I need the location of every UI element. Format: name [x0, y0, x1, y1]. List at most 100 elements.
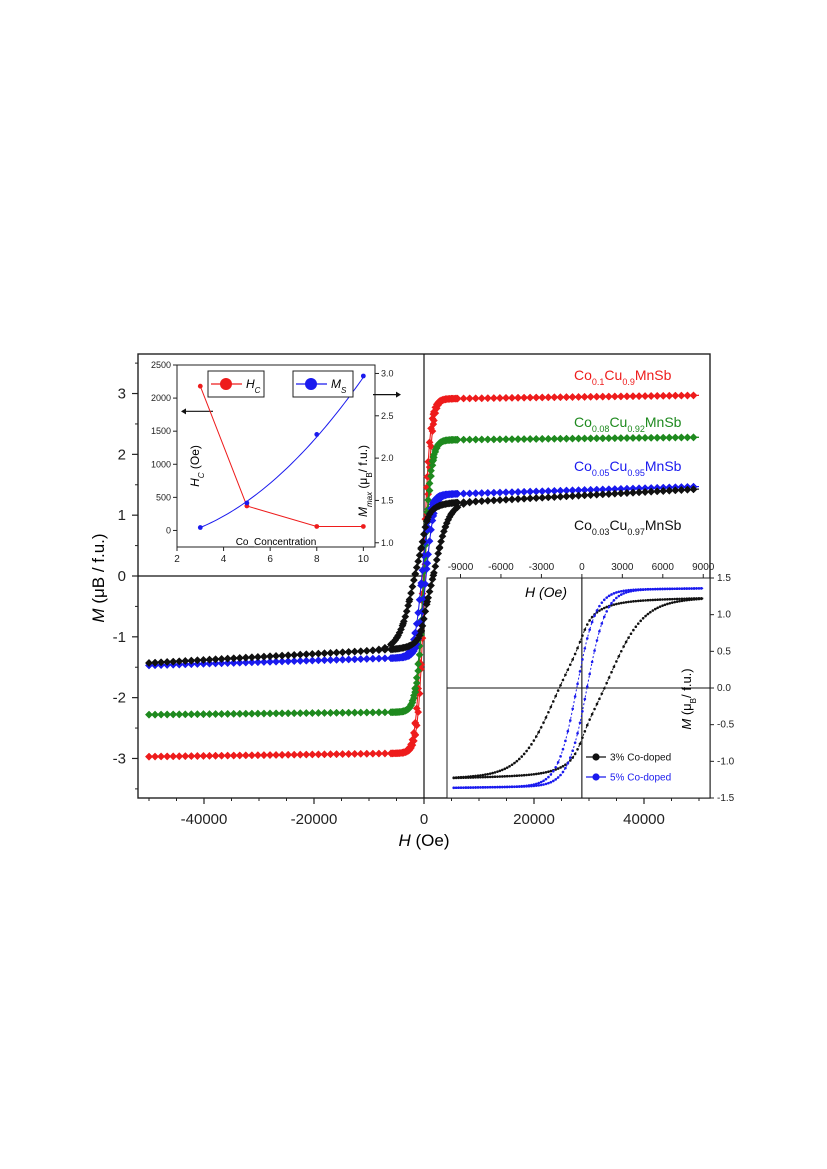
- inset-bottom-point: [491, 771, 494, 775]
- inset-bottom-point: [537, 784, 541, 787]
- data-point: [332, 648, 341, 657]
- inset-bottom-point: [629, 632, 633, 636]
- inset-top-left-tick-label: 1500: [151, 426, 171, 436]
- inset-bottom-point: [568, 756, 572, 759]
- data-point: [229, 659, 238, 667]
- inset-bottom-point: [564, 739, 567, 743]
- data-point: [508, 495, 516, 504]
- inset-bottom-point: [576, 682, 579, 686]
- inset-bottom-point: [619, 601, 623, 605]
- inset-bottom-series-3% Co-doped: [452, 596, 704, 780]
- inset-bottom-point: [598, 630, 601, 633]
- data-point: [375, 654, 383, 663]
- data-point: [629, 392, 637, 401]
- inset-bottom-point: [639, 588, 642, 592]
- data-point: [350, 647, 359, 656]
- data-point: [175, 752, 184, 761]
- inset-bottom-point: [622, 592, 625, 595]
- data-point: [683, 485, 692, 494]
- data-point: [550, 393, 559, 402]
- inset-bottom-point: [479, 775, 482, 779]
- inset-bottom-point: [556, 776, 560, 779]
- inset-bottom-point: [549, 773, 553, 776]
- inset-bottom-point: [673, 600, 676, 604]
- data-point: [326, 656, 335, 664]
- inset-bottom-point: [624, 600, 628, 604]
- data-point: [248, 709, 256, 718]
- data-point: [629, 434, 637, 442]
- data-point: [424, 550, 433, 559]
- data-point: [520, 487, 528, 496]
- data-point: [296, 657, 305, 665]
- data-point: [520, 494, 528, 503]
- data-point: [193, 710, 202, 719]
- data-point: [381, 646, 389, 654]
- inset-bottom-point: [568, 759, 572, 762]
- data-point: [483, 489, 492, 497]
- inset-bottom-point: [629, 600, 633, 603]
- data-point: [623, 392, 631, 401]
- inset-bottom-point: [690, 598, 693, 601]
- data-point: [677, 486, 686, 494]
- main-y-tick-label: 0: [118, 568, 126, 585]
- inset-bottom-point: [663, 603, 667, 607]
- inset-bottom-point: [479, 786, 482, 789]
- inset-bottom-point: [593, 707, 596, 711]
- series-label-0: Co0.1Cu0.9MnSb: [574, 367, 672, 387]
- data-point: [604, 392, 613, 401]
- inset-top-x-axis-label: Co_Concentration: [236, 537, 317, 548]
- data-point: [326, 649, 335, 657]
- data-point: [235, 751, 244, 760]
- data-point: [526, 393, 534, 402]
- inset-bottom-point: [583, 697, 587, 701]
- inset-bottom-point: [636, 622, 640, 625]
- data-point: [248, 751, 256, 760]
- inset-bottom-point: [578, 670, 582, 673]
- inset-bottom-point: [537, 772, 541, 775]
- data-point: [568, 393, 577, 401]
- main-y-tick-label: -1: [113, 629, 126, 646]
- inset-bottom-point: [454, 776, 458, 780]
- inset-top-point: [197, 525, 203, 530]
- data-point: [175, 710, 184, 719]
- inset-bottom-point: [634, 589, 638, 592]
- inset-bottom-point: [547, 770, 550, 774]
- inset-bottom-point: [610, 670, 613, 674]
- data-point: [332, 708, 341, 717]
- inset-bottom-point: [505, 785, 509, 789]
- inset-bottom-point: [675, 600, 679, 603]
- data-point: [412, 563, 421, 572]
- data-point: [338, 648, 347, 657]
- inset-top-x-tick-label: 10: [358, 554, 370, 565]
- inset-bottom-point: [658, 605, 662, 608]
- inset-bottom-point: [484, 773, 487, 776]
- inset-bottom-point: [566, 668, 570, 672]
- data-point: [422, 600, 431, 609]
- inset-bottom-point: [459, 776, 463, 780]
- data-point: [653, 487, 662, 496]
- data-point: [241, 658, 250, 667]
- data-point: [471, 435, 480, 444]
- inset-bottom-point: [685, 598, 689, 602]
- data-point: [592, 392, 601, 401]
- inset-bottom-point: [513, 761, 516, 765]
- data-point: [272, 657, 280, 666]
- data-point: [412, 721, 421, 730]
- inset-bottom-point: [534, 772, 538, 776]
- inset-bottom-point: [617, 590, 621, 594]
- inset-bottom-point: [539, 783, 543, 787]
- inset-bottom-point: [612, 598, 616, 602]
- data-point: [362, 655, 371, 663]
- svg-text:MS: MS: [331, 377, 347, 395]
- data-point: [362, 647, 371, 655]
- data-point: [248, 658, 256, 667]
- inset-bottom-point: [568, 663, 572, 666]
- data-point: [151, 658, 159, 667]
- inset-bottom-point: [695, 597, 698, 601]
- data-point: [424, 593, 433, 602]
- data-point: [338, 708, 347, 717]
- inset-bottom-point: [668, 587, 672, 591]
- inset-bottom-point: [571, 658, 575, 661]
- inset-top-x-tick-label: 8: [314, 554, 320, 565]
